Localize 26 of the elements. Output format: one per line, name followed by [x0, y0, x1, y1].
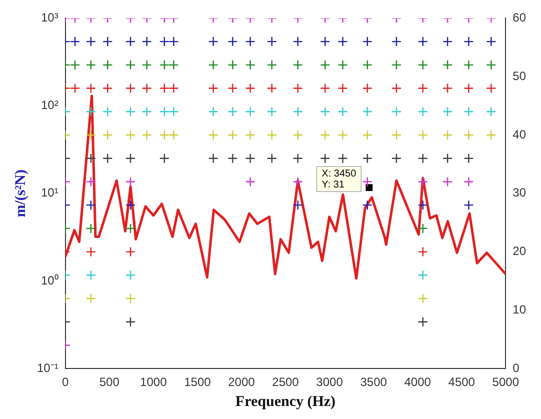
- y-tick-label: 10³: [41, 10, 58, 25]
- annotation: X: 3450 Y: 31: [322, 168, 357, 190]
- y2-tick-label: 10: [512, 302, 526, 317]
- x-tick-label: 3500: [360, 375, 388, 390]
- x-tick-label: 1000: [140, 375, 168, 390]
- x-tick-label: 3000: [316, 375, 344, 390]
- x-tick-label: 4000: [404, 375, 432, 390]
- y-tick-label: 10²: [41, 98, 58, 112]
- y2-tick-label: 50: [512, 68, 526, 83]
- x-tick-label: 4500: [448, 375, 476, 390]
- y-tick-label: 10⁰: [40, 273, 58, 288]
- y-tick-label: 10¹: [41, 186, 58, 200]
- y2-tick-label: 20: [512, 244, 526, 258]
- x-tick-label: 1500: [184, 375, 212, 390]
- y2-tick-label: 40: [512, 127, 526, 142]
- x-axis-title: Frequency (Hz): [235, 394, 336, 410]
- y-axis-title: m/(s²N): [12, 169, 29, 218]
- x-tick-label: 2000: [228, 375, 256, 390]
- x-tick-label: 2500: [272, 375, 300, 390]
- x-tick-label: 0: [62, 375, 69, 390]
- x-tick-label: 5000: [492, 375, 520, 390]
- y-tick-label: 10⁻¹: [37, 360, 58, 375]
- y2-tick-label: 0: [512, 360, 520, 375]
- x-tick-label: 500: [99, 375, 120, 390]
- y2-tick-label: 60: [512, 10, 526, 25]
- y2-tick-label: 30: [512, 186, 526, 200]
